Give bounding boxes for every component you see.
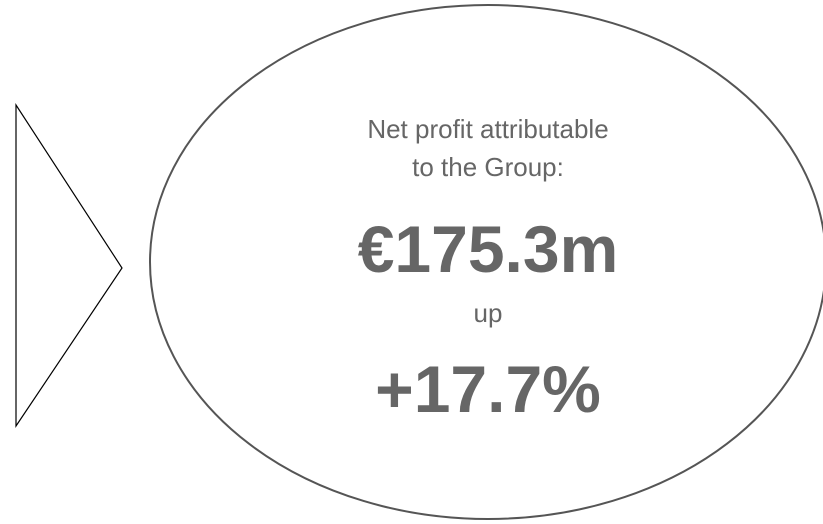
amount: €175.3m — [358, 212, 619, 286]
label-line: Net profit attributable — [367, 114, 608, 144]
change: +17.7% — [375, 352, 601, 426]
label-line: to the Group: — [412, 152, 564, 182]
connector: up — [474, 298, 503, 328]
arrow-shape — [15, 102, 123, 428]
ellipse — [149, 4, 823, 520]
